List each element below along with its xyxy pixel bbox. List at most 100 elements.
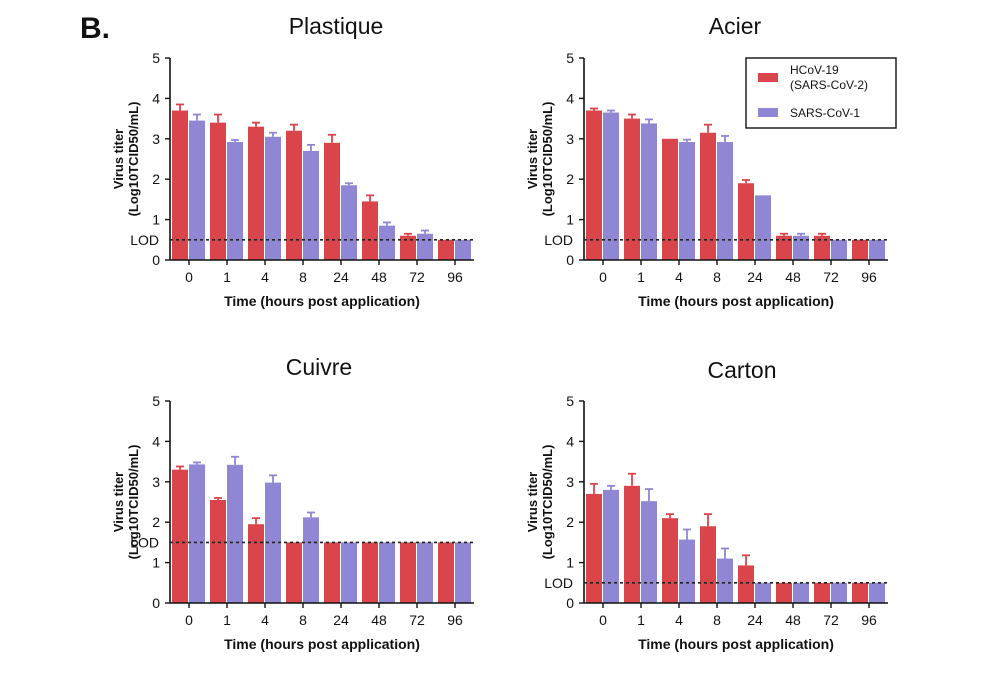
bar-sars-cov-1 — [679, 142, 695, 260]
bar-sars-cov-1 — [341, 542, 357, 603]
x-tick-label: 8 — [299, 612, 307, 628]
bar-sars-cov-1 — [869, 239, 885, 260]
x-tick-label: 96 — [861, 612, 877, 628]
chart-title: Plastique — [289, 13, 384, 39]
bar-sars-cov-1 — [831, 239, 847, 260]
bar-sars-cov-2 — [400, 235, 416, 260]
bar-sars-cov-1 — [379, 542, 395, 603]
y-tick-label: 5 — [566, 393, 574, 409]
y-axis-unit: (Log10TCID50/mL) — [540, 102, 555, 217]
y-tick-label: 2 — [566, 171, 574, 187]
bar-sars-cov-1 — [831, 582, 847, 603]
bar-sars-cov-2 — [814, 582, 830, 603]
legend-label: (SARS-CoV-2) — [790, 78, 868, 92]
y-tick-label: 5 — [152, 393, 160, 409]
bar-sars-cov-2 — [438, 239, 454, 260]
x-tick-label: 0 — [185, 269, 193, 285]
bar-sars-cov-1 — [755, 582, 771, 603]
x-tick-label: 0 — [599, 269, 607, 285]
bar-sars-cov-1 — [455, 239, 471, 260]
y-axis-unit: (Log10TCID50/mL) — [540, 445, 555, 560]
x-tick-label: 72 — [409, 612, 425, 628]
bar-sars-cov-2 — [210, 122, 226, 260]
chart-title: Acier — [709, 13, 762, 39]
x-tick-label: 24 — [747, 269, 763, 285]
legend-swatch-sars-cov-1 — [758, 108, 778, 117]
bar-sars-cov-1 — [717, 558, 733, 603]
bar-sars-cov-2 — [624, 118, 640, 260]
y-tick-label: 4 — [152, 90, 160, 106]
panel-label: B. — [80, 12, 110, 45]
bar-sars-cov-2 — [210, 499, 226, 603]
y-tick-label: 3 — [566, 474, 574, 490]
y-tick-label: 4 — [566, 90, 574, 106]
bar-sars-cov-2 — [286, 130, 302, 260]
bar-sars-cov-2 — [662, 138, 678, 260]
bar-sars-cov-1 — [793, 235, 809, 260]
y-axis-title: Virus titer — [111, 472, 126, 532]
bar-sars-cov-1 — [755, 195, 771, 260]
x-tick-label: 24 — [747, 612, 763, 628]
lod-label: LOD — [544, 232, 573, 248]
lod-label: LOD — [130, 232, 159, 248]
x-tick-label: 4 — [261, 612, 269, 628]
x-tick-label: 8 — [299, 269, 307, 285]
y-tick-label: 5 — [152, 50, 160, 66]
x-tick-label: 96 — [447, 269, 463, 285]
y-tick-label: 4 — [152, 433, 160, 449]
bar-sars-cov-1 — [641, 501, 657, 603]
bar-sars-cov-2 — [700, 132, 716, 260]
bar-sars-cov-2 — [738, 565, 754, 603]
x-tick-label: 4 — [675, 612, 683, 628]
x-tick-label: 72 — [409, 269, 425, 285]
x-axis-title: Time (hours post application) — [224, 293, 420, 309]
x-tick-label: 72 — [823, 269, 839, 285]
lod-label: LOD — [130, 534, 159, 550]
x-axis-title: Time (hours post application) — [638, 293, 834, 309]
bar-sars-cov-1 — [455, 542, 471, 603]
x-tick-label: 1 — [223, 269, 231, 285]
bar-sars-cov-1 — [303, 150, 319, 260]
lod-label: LOD — [544, 575, 573, 591]
bar-sars-cov-2 — [248, 126, 264, 261]
chart-title: Cuivre — [286, 354, 352, 380]
y-tick-label: 3 — [152, 474, 160, 490]
y-tick-label: 5 — [566, 50, 574, 66]
x-tick-label: 0 — [185, 612, 193, 628]
x-tick-label: 8 — [713, 269, 721, 285]
x-axis-title: Time (hours post application) — [638, 636, 834, 652]
bar-sars-cov-2 — [776, 582, 792, 603]
x-tick-label: 72 — [823, 612, 839, 628]
bar-sars-cov-2 — [776, 235, 792, 260]
bar-sars-cov-1 — [227, 464, 243, 603]
x-tick-label: 1 — [223, 612, 231, 628]
bar-sars-cov-2 — [662, 518, 678, 603]
y-tick-label: 0 — [152, 252, 160, 268]
x-axis-title: Time (hours post application) — [224, 636, 420, 652]
bar-sars-cov-1 — [417, 233, 433, 260]
y-axis-unit: (Log10TCID50/mL) — [126, 445, 141, 560]
bar-sars-cov-1 — [679, 539, 695, 603]
x-tick-label: 24 — [333, 269, 349, 285]
bar-sars-cov-1 — [189, 464, 205, 603]
chart-panel-plastique: Plastique 0 1 2 3 4 5 Virus titer (Log10TCID50/m… — [111, 13, 474, 309]
bar-sars-cov-1 — [717, 142, 733, 260]
legend-label: HCoV-19 — [790, 63, 839, 77]
y-tick-label: 3 — [566, 131, 574, 147]
y-tick-label: 0 — [152, 595, 160, 611]
bar-sars-cov-2 — [624, 485, 640, 603]
bar-sars-cov-1 — [189, 120, 205, 261]
legend-swatch-sars-cov-2 — [758, 73, 778, 82]
bar-sars-cov-2 — [852, 239, 868, 260]
x-tick-label: 1 — [637, 269, 645, 285]
bar-sars-cov-2 — [324, 542, 340, 603]
x-tick-label: 96 — [861, 269, 877, 285]
x-tick-label: 1 — [637, 612, 645, 628]
bar-sars-cov-2 — [438, 542, 454, 603]
bar-sars-cov-2 — [586, 110, 602, 261]
bar-sars-cov-1 — [303, 517, 319, 603]
bar-sars-cov-1 — [379, 225, 395, 260]
bar-sars-cov-1 — [793, 582, 809, 603]
bar-sars-cov-2 — [400, 542, 416, 603]
